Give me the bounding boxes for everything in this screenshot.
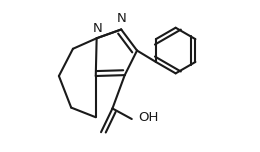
Text: N: N xyxy=(93,22,102,35)
Text: N: N xyxy=(117,12,127,25)
Text: OH: OH xyxy=(138,111,158,124)
